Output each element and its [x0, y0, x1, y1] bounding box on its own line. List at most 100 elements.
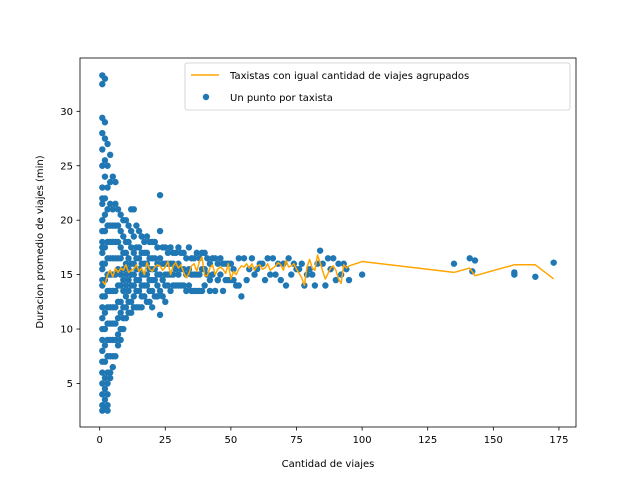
scatter-point — [217, 255, 224, 262]
scatter-point — [141, 238, 148, 246]
scatter-point — [190, 255, 198, 262]
scatter-point — [167, 287, 174, 295]
scatter-point — [235, 282, 242, 289]
scatter-point — [201, 282, 208, 289]
y-tick-label: 30 — [60, 107, 73, 118]
scatter-point — [99, 146, 106, 153]
scatter-point — [130, 293, 137, 300]
scatter-point — [101, 260, 109, 267]
scatter-point — [246, 265, 253, 273]
legend-box — [184, 62, 571, 111]
y-axis-label: Duracion promedio de viajes (min) — [35, 155, 46, 328]
scatter-point — [169, 260, 177, 267]
scatter-point — [164, 249, 172, 257]
x-axis-ticks: 0 25 50 75 100 125 150 175 — [96, 427, 568, 446]
scatter-point — [117, 298, 124, 306]
scatter-point — [206, 287, 214, 295]
scatter-point — [125, 287, 132, 295]
scatter-point — [99, 314, 106, 322]
scatter-point — [148, 304, 156, 311]
x-axis-label: Cantidad de viajes — [282, 459, 375, 470]
scatter-point — [101, 385, 109, 393]
scatter-point — [156, 271, 164, 278]
scatter-point — [143, 249, 151, 257]
scatter-point — [125, 238, 132, 246]
scatter-point — [99, 200, 106, 208]
scatter-point — [101, 157, 109, 164]
scatter-point — [230, 276, 237, 284]
scatter-point — [99, 336, 106, 344]
scatter-point — [101, 374, 109, 382]
scatter-point — [127, 298, 135, 306]
scatter-point — [235, 255, 242, 262]
scatter-point — [148, 287, 156, 295]
scatter-point — [101, 135, 109, 142]
scatter-point — [127, 244, 135, 251]
scatter-point — [151, 276, 158, 284]
scatter-point — [211, 287, 219, 295]
scatter-point — [164, 282, 172, 289]
scatter-point — [117, 211, 124, 218]
scatter-point — [141, 293, 148, 300]
scatter-point — [120, 276, 127, 284]
scatter-point — [99, 162, 106, 169]
scatter-point — [206, 276, 214, 284]
scatter-point — [101, 75, 109, 82]
scatter-point — [122, 249, 130, 257]
scatter-point — [99, 238, 106, 246]
scatter-point — [277, 276, 284, 284]
scatter-point — [130, 271, 137, 278]
scatter-point — [298, 260, 305, 267]
scatter-point — [122, 271, 130, 278]
scatter-point — [104, 402, 111, 409]
scatter-point — [309, 271, 316, 278]
scatter-point — [101, 211, 109, 218]
scatter-point — [101, 173, 109, 180]
scatter-point — [358, 271, 366, 278]
scatter-point — [117, 282, 124, 289]
scatter-point — [185, 282, 193, 289]
scatter-point — [511, 269, 518, 276]
y-tick-label: 15 — [60, 270, 73, 281]
scatter-point — [471, 257, 479, 264]
scatter-point — [345, 276, 353, 284]
scatter-point — [117, 255, 124, 262]
scatter-point — [219, 287, 227, 295]
x-tick-label: 0 — [96, 435, 102, 446]
scatter-point — [248, 255, 256, 262]
y-axis-ticks: 5 10 15 20 25 30 — [60, 107, 80, 390]
scatter-point — [130, 206, 137, 213]
scatter-point — [99, 249, 106, 257]
scatter-point — [125, 222, 132, 229]
scatter-point — [322, 282, 329, 289]
scatter-point — [106, 200, 114, 208]
scatter-point — [243, 276, 250, 284]
scatter-point — [156, 255, 164, 262]
scatter-point — [204, 255, 211, 262]
scatter-point — [114, 222, 122, 229]
scatter-point — [101, 396, 109, 403]
scatter-point — [267, 271, 274, 278]
scatter-point — [251, 271, 258, 278]
scatter-point — [104, 407, 111, 414]
scatter-point — [172, 249, 179, 257]
scatter-point — [532, 273, 539, 280]
scatter-point — [272, 271, 279, 278]
scatter-point — [104, 140, 111, 148]
scatter-point — [122, 314, 130, 322]
scatter-point — [106, 178, 114, 186]
scatter-point — [146, 298, 153, 306]
scatter-point — [125, 255, 132, 262]
scatter-point — [99, 347, 106, 355]
scatter-point — [193, 249, 200, 257]
scatter-point — [120, 325, 127, 333]
legend-entry-scatter: Un punto por taxista — [230, 93, 333, 104]
scatter-point — [217, 271, 224, 278]
scatter-point — [211, 255, 219, 262]
scatter-point — [240, 255, 248, 262]
scatter-point — [127, 309, 135, 316]
scatter-point — [183, 287, 190, 295]
scatter-point — [159, 293, 166, 300]
scatter-point — [156, 191, 164, 199]
